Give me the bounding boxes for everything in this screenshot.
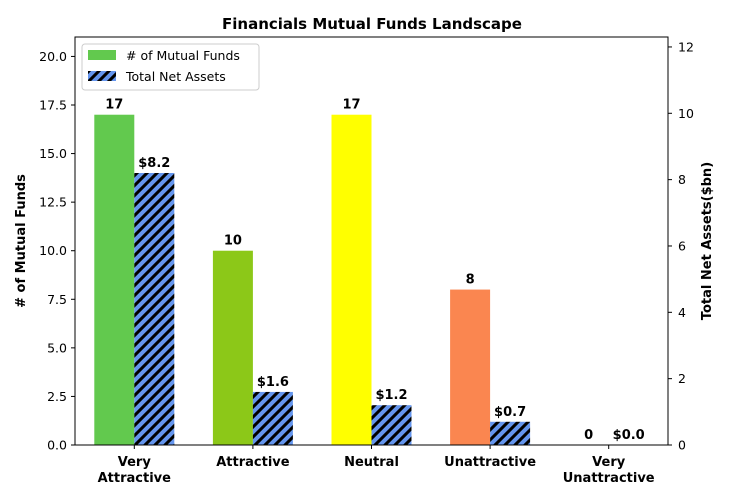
data-label-mutual-funds: 0 [584,428,593,443]
data-label-net-assets: $1.6 [257,375,289,390]
y-left-tick-label: 10.0 [39,243,67,258]
legend-label-net-assets: Total Net Assets [125,69,226,84]
legend-swatch-net-assets [88,71,116,81]
y-right-tick-label: 8 [678,172,686,187]
chart-title: Financials Mutual Funds Landscape [222,15,522,33]
bar-net-assets [371,405,412,445]
y-left-tick-label: 15.0 [39,146,67,161]
bar-net-assets [252,391,293,445]
bar-mutual-funds [212,250,253,445]
x-tick-label: Unattractive [444,455,536,470]
y-right-tick-label: 4 [678,305,686,320]
y-right-tick-label: 2 [678,371,686,386]
legend-box [81,43,260,91]
data-label-mutual-funds: 8 [466,273,475,288]
plot-frame [74,36,669,446]
data-label-net-assets: $0.0 [613,428,645,443]
x-tick-label: Very [118,455,152,470]
y-right-tick-label: 6 [678,238,686,253]
data-label-net-assets: $0.7 [494,405,526,420]
x-tick-label: Very [592,455,626,470]
data-label-mutual-funds: 10 [224,234,242,249]
x-tick-label: Unattractive [563,471,655,486]
legend-swatch-mutual-funds [88,50,116,60]
bar-net-assets [134,173,175,445]
y-left-tick-label: 12.5 [39,195,67,210]
y-right-tick-label: 0 [678,438,686,453]
x-tick-label: Attractive [216,455,290,470]
x-tick-label: Attractive [98,471,172,486]
y-right-axis-label: Total Net Assets($bn) [700,162,715,320]
x-tick-label: Neutral [344,455,399,470]
y-left-tick-label: 5.0 [47,340,67,355]
bar-net-assets [490,421,531,445]
bar-mutual-funds [450,289,491,445]
y-left-tick-label: 2.5 [47,389,67,404]
y-left-tick-label: 20.0 [39,49,67,64]
data-label-mutual-funds: 17 [105,98,123,113]
data-label-net-assets: $8.2 [138,156,170,171]
y-right-tick-label: 12 [678,39,694,54]
y-right-tick-label: 10 [678,106,694,121]
y-left-tick-label: 0.0 [47,438,67,453]
data-label-net-assets: $1.2 [375,388,407,403]
bar-mutual-funds [94,114,135,445]
y-left-tick-label: 17.5 [39,98,67,113]
bar-mutual-funds [331,114,372,445]
legend-label-mutual-funds: # of Mutual Funds [126,48,240,63]
y-left-tick-label: 7.5 [47,292,67,307]
y-left-axis-label: # of Mutual Funds [14,174,29,308]
data-label-mutual-funds: 17 [342,98,360,113]
